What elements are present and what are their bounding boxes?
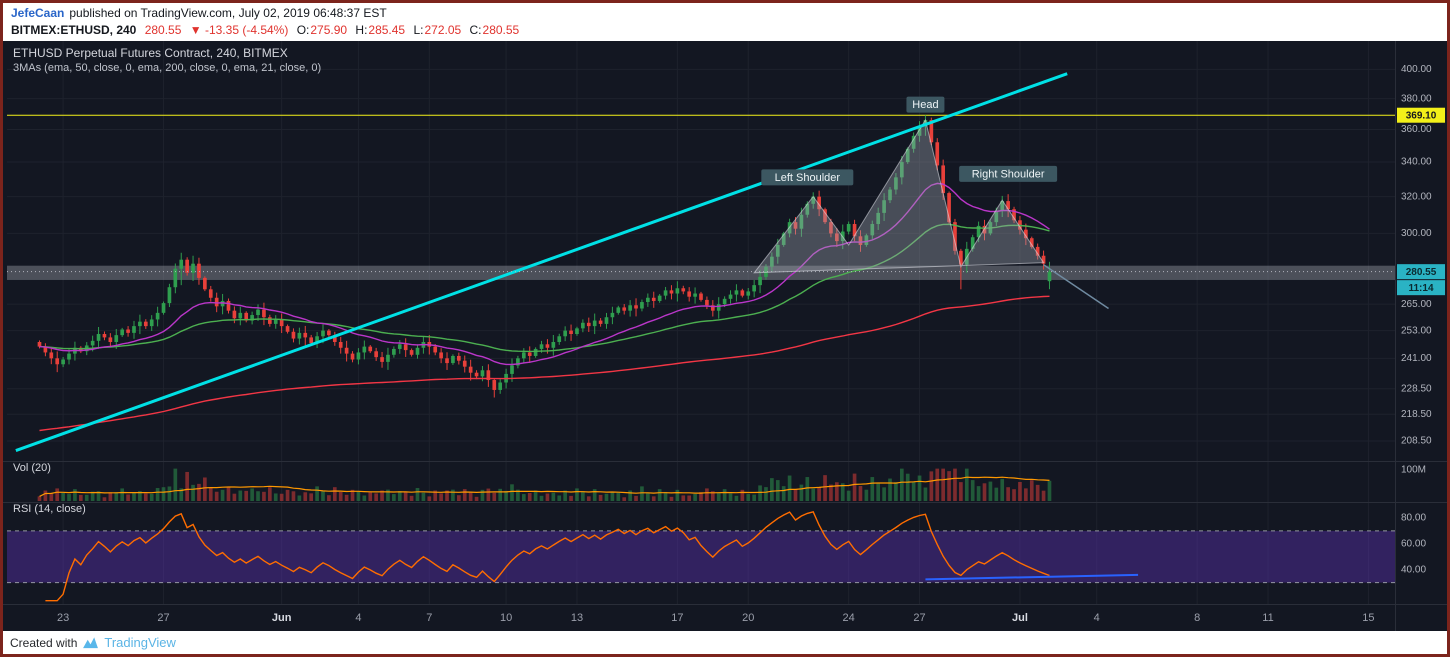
open-label: O:: [296, 23, 310, 37]
close-value: 280.55: [482, 23, 520, 37]
bar-countdown-badge: 11:14: [1397, 280, 1445, 296]
publish-line: JefeCaan published on TradingView.com, Ju…: [11, 6, 1439, 20]
svg-text:Jul: Jul: [1012, 612, 1028, 624]
svg-text:27: 27: [157, 612, 169, 624]
svg-text:369.10: 369.10: [1406, 110, 1437, 121]
tradingview-logo-icon[interactable]: [82, 636, 99, 649]
svg-text:218.50: 218.50: [1401, 409, 1432, 420]
svg-text:13: 13: [571, 612, 583, 624]
svg-text:24: 24: [843, 612, 855, 624]
ema-200-line: [39, 295, 1050, 432]
high-value: 285.45: [368, 23, 406, 37]
svg-text:23: 23: [57, 612, 69, 624]
rsi-trendline[interactable]: [925, 573, 1139, 581]
time-axis[interactable]: 23 27 Jun 4 7 10 13 17 20 24 27 Jul 4 8 11 15: [57, 612, 1375, 624]
svg-text:265.00: 265.00: [1401, 299, 1432, 310]
chart-area[interactable]: Left Shoulder Head Right Shoulder 400.00 380…: [3, 41, 1447, 631]
symbol-title: BITMEX:ETHUSD, 240: [11, 23, 137, 37]
last-price-badge: 280.55: [1397, 264, 1445, 280]
svg-text:Left Shoulder: Left Shoulder: [775, 172, 841, 184]
svg-text:40.00: 40.00: [1401, 564, 1426, 575]
footer: Created with TradingView: [3, 631, 1447, 654]
open-value: 275.90: [310, 23, 348, 37]
tradingview-brand-link[interactable]: TradingView: [104, 635, 176, 650]
rsi-line: [45, 510, 1050, 602]
high-label: H:: [355, 23, 368, 37]
uptrend-line[interactable]: [15, 72, 1068, 453]
header: JefeCaan published on TradingView.com, Ju…: [3, 3, 1447, 41]
svg-text:100M: 100M: [1401, 465, 1426, 476]
svg-text:228.50: 228.50: [1401, 383, 1432, 394]
svg-text:Jun: Jun: [272, 612, 292, 624]
svg-text:80.00: 80.00: [1401, 513, 1426, 524]
svg-text:300.00: 300.00: [1401, 228, 1432, 239]
svg-text:11:14: 11:14: [1408, 283, 1433, 294]
svg-text:15: 15: [1362, 612, 1374, 624]
rsi-pane: [7, 530, 1395, 584]
price-change-text: ▼ -13.35 (-4.54%): [189, 23, 289, 37]
svg-text:Head: Head: [912, 99, 938, 111]
price-band: [7, 265, 1395, 280]
svg-text:17: 17: [671, 612, 683, 624]
published-text: published on TradingView.com, July 02, 2…: [69, 6, 387, 20]
candlestick-series: [37, 115, 1052, 398]
svg-text:360.00: 360.00: [1401, 124, 1432, 135]
svg-text:380.00: 380.00: [1401, 93, 1432, 104]
svg-text:208.50: 208.50: [1401, 436, 1432, 447]
svg-text:4: 4: [355, 612, 361, 624]
created-with-text: Created with: [10, 635, 78, 650]
chart-canvas[interactable]: Left Shoulder Head Right Shoulder 400.00 380…: [3, 41, 1447, 631]
price-axis[interactable]: 400.00 380.00 360.00 340.00 320.00 300.00 265.…: [1401, 64, 1432, 575]
head-shoulders-pattern: [753, 118, 1045, 274]
svg-text:7: 7: [426, 612, 432, 624]
svg-text:27: 27: [913, 612, 925, 624]
svg-text:11: 11: [1262, 612, 1273, 624]
svg-text:340.00: 340.00: [1401, 157, 1432, 168]
svg-text:241.00: 241.00: [1401, 353, 1432, 364]
level-369-tag: 369.10: [1397, 107, 1445, 123]
volume-ma-line: [39, 476, 1050, 497]
low-label: L:: [413, 23, 424, 37]
author-link[interactable]: JefeCaan: [11, 6, 65, 20]
pattern-labels: Left Shoulder Head Right Shoulder: [761, 96, 1058, 186]
ema-21-line: [39, 182, 1050, 366]
symbol-line: BITMEX:ETHUSD, 240 280.55 ▼ -13.35 (-4.5…: [11, 23, 1439, 37]
svg-text:400.00: 400.00: [1401, 64, 1432, 75]
forecast-line[interactable]: [1043, 264, 1109, 310]
svg-text:20: 20: [742, 612, 754, 624]
svg-text:60.00: 60.00: [1401, 538, 1426, 549]
low-value: 272.05: [424, 23, 462, 37]
svg-text:253.00: 253.00: [1401, 325, 1432, 336]
svg-text:320.00: 320.00: [1401, 191, 1432, 202]
svg-text:8: 8: [1194, 612, 1200, 624]
svg-text:4: 4: [1094, 612, 1100, 624]
pane-separators: [3, 41, 1447, 631]
close-label: C:: [469, 23, 482, 37]
ema-50-line: [39, 223, 1050, 353]
volume-series: [37, 468, 1052, 501]
grid-lines: [7, 41, 1395, 604]
svg-text:280.55: 280.55: [1406, 267, 1437, 278]
svg-text:10: 10: [500, 612, 512, 624]
last-price-text: 280.55: [144, 23, 182, 37]
svg-text:Right Shoulder: Right Shoulder: [972, 168, 1045, 180]
